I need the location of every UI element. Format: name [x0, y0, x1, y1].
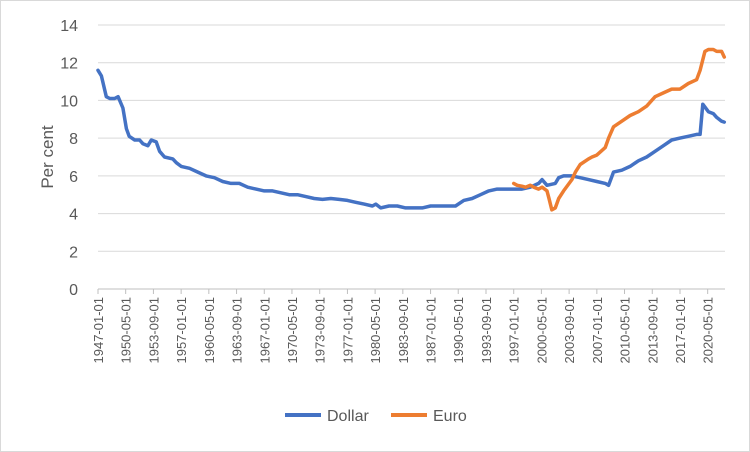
x-tick-label: 2000-05-01 — [534, 297, 549, 364]
x-tick-label: 1997-01-01 — [507, 297, 522, 364]
x-tick-label: 1950-05-01 — [119, 297, 134, 364]
y-tick-label: 12 — [60, 56, 78, 73]
x-tick-label: 2017-01-01 — [673, 297, 688, 364]
x-tick-label: 1963-09-01 — [230, 297, 245, 364]
y-tick-label: 6 — [69, 169, 78, 186]
y-tick-label: 10 — [60, 93, 78, 110]
x-tick-label: 1990-05-01 — [451, 297, 466, 364]
x-tick-label: 1953-09-01 — [146, 297, 161, 364]
legend-label-dollar: Dollar — [327, 408, 369, 425]
x-tick-label: 1977-01-01 — [340, 297, 355, 364]
x-tick-label: 2010-05-01 — [618, 297, 633, 364]
y-tick-label: 0 — [69, 282, 78, 299]
x-tick-label: 2007-01-01 — [590, 297, 605, 364]
x-tick-labels: 1947-01-01 1950-05-01 1953-09-01 1957-01-01… — [91, 297, 716, 364]
x-tick-label: 1980-05-01 — [368, 297, 383, 364]
y-tick-labels: 0 2 4 6 8 10 12 14 — [60, 18, 78, 299]
series-lines — [96, 47, 727, 212]
legend: Dollar Euro — [285, 408, 467, 425]
series-line-dollar — [96, 68, 727, 210]
x-tick-label: 1993-09-01 — [479, 297, 494, 364]
x-tick-label: 1960-05-01 — [202, 297, 217, 364]
gridlines — [98, 24, 725, 252]
x-axis — [97, 288, 725, 294]
x-tick-label: 1947-01-01 — [91, 297, 106, 364]
x-tick-label: 1970-05-01 — [285, 297, 300, 364]
legend-label-euro: Euro — [433, 408, 467, 425]
x-tick-label: 2003-09-01 — [562, 297, 577, 364]
y-axis-title: Per cent — [38, 125, 57, 189]
series-line-euro — [511, 47, 727, 212]
x-tick-label: 1967-01-01 — [257, 297, 272, 364]
y-tick-label: 14 — [60, 18, 78, 35]
y-tick-label: 4 — [69, 207, 78, 224]
x-tick-label: 1987-01-01 — [424, 297, 439, 364]
x-tick-label: 2020-05-01 — [701, 297, 716, 364]
x-tick-label: 2013-09-01 — [645, 297, 660, 364]
y-tick-label: 2 — [69, 244, 78, 261]
y-tick-label: 8 — [69, 131, 78, 148]
x-tick-label: 1973-09-01 — [313, 297, 328, 364]
x-tick-label: 1983-09-01 — [396, 297, 411, 364]
x-tick-label: 1957-01-01 — [174, 297, 189, 364]
